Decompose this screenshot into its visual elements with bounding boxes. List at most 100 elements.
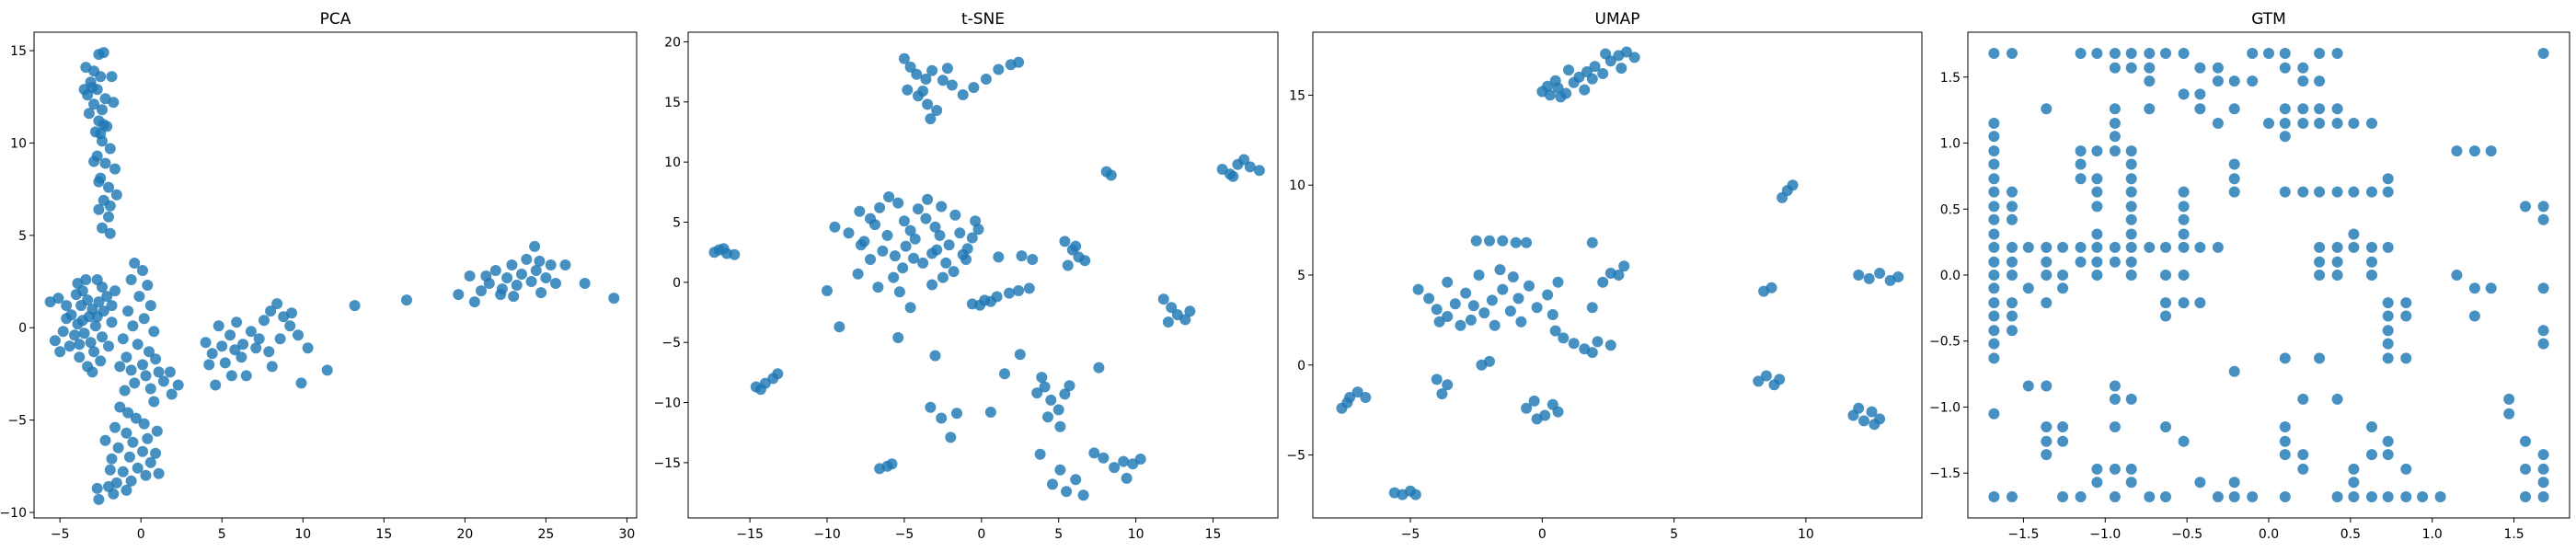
umap-point: [1863, 272, 1875, 284]
gtm-point: [2212, 75, 2224, 87]
gtm-point: [2178, 88, 2190, 100]
umap-point: [1765, 282, 1777, 293]
gtm-point: [2314, 48, 2326, 59]
gtm-point: [2041, 256, 2053, 268]
gtm-point: [2520, 463, 2531, 475]
umap-point: [1618, 260, 1630, 272]
gtm-point: [2178, 270, 2190, 281]
pca-point: [501, 272, 513, 283]
tsne-x-tick-label: −5: [895, 527, 914, 542]
gtm-point: [2348, 491, 2360, 502]
umap-point: [1586, 302, 1598, 314]
gtm-point: [2144, 241, 2156, 253]
pca-point: [250, 342, 262, 354]
pca-point: [271, 298, 283, 310]
tsne-point: [993, 63, 1005, 75]
gtm-point: [2109, 48, 2121, 59]
gtm-y-tick-label: 1.0: [1940, 137, 1961, 152]
gtm-point: [2178, 297, 2190, 309]
gtm-point: [2178, 241, 2190, 253]
gtm-point: [2109, 421, 2121, 432]
umap-point: [1486, 294, 1498, 306]
gtm-point: [2178, 201, 2190, 213]
umap-point: [1563, 64, 1574, 76]
tsne-point: [718, 243, 730, 255]
gtm-point: [2247, 48, 2259, 59]
gtm-point: [2331, 48, 2343, 59]
gtm-point: [2348, 477, 2360, 489]
pca-x-tick-label: 15: [375, 527, 392, 542]
pca-point: [61, 300, 73, 312]
umap-point: [1504, 305, 1516, 317]
tsne-point: [1059, 236, 1071, 247]
pca-point: [98, 305, 109, 317]
tsne-point: [904, 302, 916, 314]
pca-point: [506, 259, 518, 270]
gtm-point: [2160, 297, 2171, 309]
gtm-point: [2109, 491, 2121, 502]
umap-point: [1460, 287, 1472, 299]
pca-point: [529, 240, 541, 252]
gtm-point: [2279, 186, 2291, 198]
pca-point: [259, 315, 270, 327]
pca-x-tick-label: 30: [619, 527, 636, 542]
pca-point: [274, 333, 286, 345]
tsne-point: [904, 224, 916, 236]
tsne-point: [829, 221, 841, 233]
pca-point: [153, 366, 165, 378]
pca-point: [150, 447, 162, 459]
gtm-title: GTM: [2251, 10, 2286, 29]
pca-point: [91, 482, 103, 494]
umap-point: [1549, 325, 1561, 337]
gtm-point: [2007, 256, 2018, 268]
gtm-point: [2314, 118, 2326, 129]
umap-point: [1360, 392, 1372, 403]
pca-x-tick-label: 5: [218, 527, 226, 542]
pca-point: [229, 344, 241, 356]
pca-point: [530, 265, 542, 276]
pca-point: [125, 364, 137, 376]
pca-point: [78, 84, 90, 96]
pca-point: [106, 71, 118, 83]
gtm-point: [2537, 491, 2549, 502]
gtm-point: [2022, 241, 2034, 253]
pca-point: [103, 181, 114, 193]
pca-point: [88, 155, 100, 167]
tsne-point: [954, 227, 966, 239]
pca-point: [253, 333, 265, 345]
gtm-point: [2228, 365, 2240, 377]
umap-point: [1621, 46, 1632, 58]
umap-point: [1431, 304, 1443, 316]
pca-point: [104, 227, 116, 239]
tsne-point: [957, 89, 969, 100]
pca-point: [151, 425, 163, 437]
umap-point: [1341, 397, 1353, 408]
tsne-y-tick-label: 5: [673, 215, 681, 230]
gtm-point: [2194, 88, 2206, 100]
gtm-point: [2279, 352, 2291, 364]
gtm-point: [2041, 421, 2053, 432]
tsne-point: [1105, 169, 1117, 181]
umap-point: [1423, 293, 1435, 305]
tsne-point: [970, 215, 982, 227]
umap-point: [1449, 298, 1461, 310]
tsne-point: [892, 332, 904, 343]
tsne-point: [1042, 411, 1053, 423]
tsne-point: [1166, 302, 1178, 314]
gtm-point: [2314, 352, 2326, 364]
pca-title: PCA: [320, 10, 351, 29]
pca-point: [144, 346, 155, 358]
umap-point: [1515, 316, 1527, 328]
tsne-point: [920, 74, 932, 85]
gtm-point: [2382, 297, 2394, 309]
gtm-y-tick-label: −1.0: [1929, 400, 1961, 415]
pca-point: [219, 357, 231, 369]
gtm-y-tick-label: 0.5: [1940, 202, 1961, 217]
pca-point: [240, 370, 252, 382]
gtm-point: [2279, 48, 2291, 59]
gtm-point: [2468, 282, 2480, 294]
gtm-point: [2263, 48, 2274, 59]
gtm-point: [2212, 118, 2224, 129]
tsne-point: [929, 350, 941, 362]
